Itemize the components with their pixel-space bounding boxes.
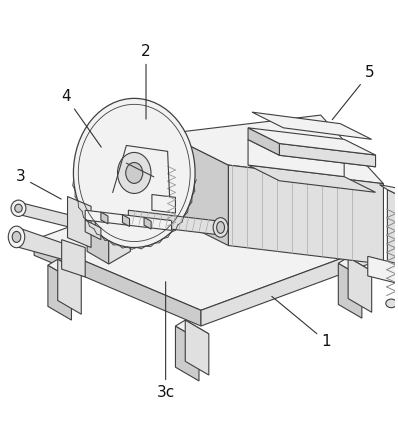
Polygon shape — [176, 320, 209, 340]
Polygon shape — [166, 115, 383, 184]
Polygon shape — [338, 258, 372, 277]
Polygon shape — [201, 244, 382, 326]
Text: 3: 3 — [16, 169, 61, 199]
Ellipse shape — [213, 218, 228, 237]
Polygon shape — [152, 194, 176, 213]
Polygon shape — [68, 197, 91, 247]
Polygon shape — [85, 210, 172, 230]
Polygon shape — [368, 256, 398, 286]
Polygon shape — [166, 134, 228, 246]
Polygon shape — [215, 190, 238, 246]
Polygon shape — [279, 143, 376, 167]
Polygon shape — [123, 215, 129, 226]
Ellipse shape — [12, 231, 21, 242]
Polygon shape — [83, 138, 109, 160]
Ellipse shape — [8, 226, 25, 248]
Polygon shape — [248, 139, 376, 167]
Polygon shape — [228, 165, 383, 264]
Polygon shape — [248, 128, 279, 155]
Polygon shape — [48, 259, 81, 279]
Text: 2: 2 — [141, 44, 151, 119]
Polygon shape — [18, 202, 89, 232]
Polygon shape — [62, 240, 85, 277]
Ellipse shape — [15, 204, 22, 212]
Polygon shape — [338, 263, 362, 318]
Text: 1: 1 — [272, 297, 332, 349]
Polygon shape — [185, 320, 209, 375]
Text: 5: 5 — [332, 65, 375, 120]
Ellipse shape — [217, 222, 224, 234]
Polygon shape — [87, 142, 109, 264]
Ellipse shape — [11, 200, 26, 216]
Text: 4: 4 — [61, 89, 101, 147]
Polygon shape — [58, 259, 81, 314]
Ellipse shape — [386, 299, 397, 308]
Text: 3c: 3c — [156, 281, 175, 400]
Polygon shape — [144, 217, 151, 229]
Polygon shape — [252, 112, 372, 139]
Polygon shape — [348, 258, 372, 312]
Polygon shape — [34, 173, 382, 310]
Polygon shape — [87, 129, 130, 154]
Polygon shape — [248, 128, 376, 155]
Polygon shape — [215, 185, 248, 204]
Ellipse shape — [397, 295, 398, 308]
Polygon shape — [34, 240, 201, 326]
Polygon shape — [83, 122, 138, 150]
Polygon shape — [109, 142, 130, 264]
Polygon shape — [48, 265, 72, 320]
Ellipse shape — [73, 99, 195, 247]
Polygon shape — [16, 227, 70, 261]
Polygon shape — [101, 212, 108, 224]
Polygon shape — [85, 220, 101, 240]
Polygon shape — [129, 210, 215, 234]
Polygon shape — [248, 139, 344, 177]
Polygon shape — [387, 190, 398, 274]
Polygon shape — [176, 326, 199, 381]
Ellipse shape — [82, 218, 96, 234]
Polygon shape — [380, 185, 398, 199]
Polygon shape — [248, 165, 376, 192]
Ellipse shape — [126, 163, 143, 183]
Ellipse shape — [117, 152, 151, 194]
